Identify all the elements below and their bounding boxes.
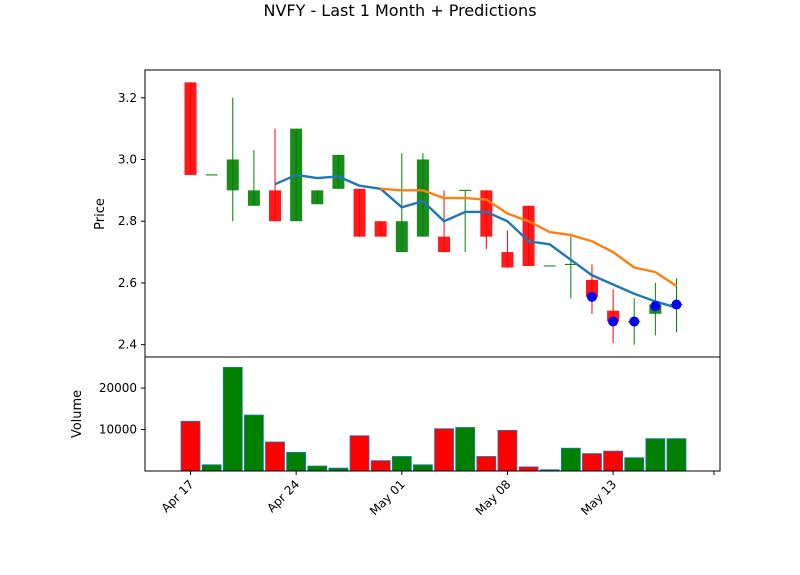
price-panel: 2.4 2.6 2.8 3.0 3.2 Price: [93, 69, 721, 358]
volume-axes-frame: [144, 356, 721, 472]
series-line-blue: [274, 173, 677, 309]
volume-bar: [391, 456, 412, 472]
candle-body: [311, 190, 324, 205]
volume-bar: [265, 441, 285, 472]
volume-bar: [518, 466, 539, 472]
volume-bar: [560, 447, 581, 472]
candle-body: [226, 159, 239, 191]
x-tick-label: Apr 24: [264, 477, 302, 515]
candle-body: [607, 310, 620, 322]
volume-bar: [476, 456, 497, 472]
volume-bar: [497, 429, 518, 472]
volume-bar: [243, 414, 264, 472]
x-tick-label: May 13: [578, 477, 619, 518]
prediction-marker: [608, 316, 619, 327]
volume-bar: [180, 420, 201, 472]
candle-body: [247, 190, 260, 206]
volume-bar: [624, 457, 645, 472]
volume-bar: [603, 450, 623, 472]
x-axis: Apr 17 Apr 24 May 01 May 08 May 13: [159, 471, 715, 518]
price-tick-label: 2.4: [118, 338, 137, 352]
chart-title: NVFY - Last 1 Month + Predictions: [263, 1, 536, 20]
volume-bar: [222, 366, 243, 472]
volume-bar: [645, 438, 666, 472]
volume-bar: [413, 464, 433, 472]
volume-bar: [349, 435, 370, 472]
prediction-marker: [671, 299, 682, 310]
candle-body: [353, 188, 366, 237]
price-tick-label: 2.8: [118, 214, 137, 228]
prediction-marker: [586, 291, 597, 302]
price-plot-area: [145, 70, 720, 357]
candle-body: [416, 159, 429, 237]
candle-body: [374, 221, 387, 237]
price-axis-label: Price: [93, 198, 108, 230]
volume-panel: 10000 20000 Volume: [70, 356, 721, 472]
candle-body: [438, 236, 451, 253]
volume-bar: [582, 453, 602, 472]
series-line-orange: [380, 187, 678, 288]
candle-body: [269, 190, 282, 222]
volume-tick-label: 20000: [99, 381, 137, 395]
volume-bar: [307, 465, 328, 472]
candle-body: [395, 221, 408, 253]
prediction-marker: [650, 301, 661, 312]
candle-body: [501, 252, 514, 268]
price-tick-label: 3.2: [118, 91, 137, 105]
volume-axis-label: Volume: [70, 390, 85, 438]
volume-bar: [201, 464, 222, 472]
prediction-marker: [629, 316, 640, 327]
x-tick-label: Apr 17: [159, 477, 197, 515]
x-tick-label: May 01: [367, 477, 408, 518]
price-tick-label: 2.6: [118, 276, 137, 290]
x-tick-label: May 08: [473, 477, 514, 518]
volume-bar: [434, 428, 454, 472]
volume-bar: [455, 427, 476, 472]
volume-bar: [370, 460, 391, 472]
candle-body: [184, 82, 197, 175]
volume-tick-label: 10000: [99, 423, 137, 437]
candle-body: [332, 154, 345, 189]
volume-bar: [666, 438, 687, 472]
price-tick-label: 3.0: [118, 152, 137, 166]
candle-body: [585, 279, 598, 297]
volume-bar: [286, 451, 307, 472]
